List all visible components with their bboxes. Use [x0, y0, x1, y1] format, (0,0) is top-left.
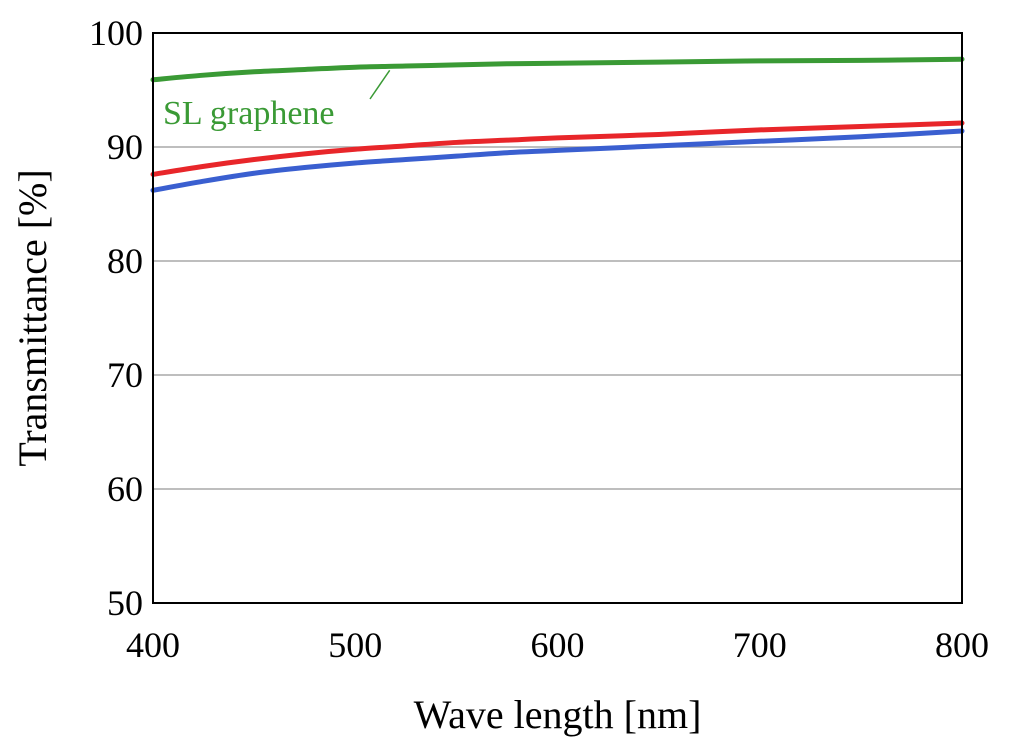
x-axis-title: Wave length [nm]	[414, 692, 702, 737]
x-tick-label-400: 400	[126, 625, 180, 665]
plot-area-frame	[152, 32, 963, 604]
annotation-leader-line	[369, 69, 391, 100]
annotations: SL graphene	[163, 69, 391, 132]
y-tick-label-90: 90	[107, 127, 143, 167]
series-line-sl-graphene	[150, 56, 965, 83]
y-axis-title: Transmittance [%]	[10, 169, 55, 466]
y-tick-label-50: 50	[107, 583, 143, 623]
gridlines	[153, 146, 962, 490]
y-tick-label-100: 100	[89, 13, 143, 53]
y-tick-label-80: 80	[107, 241, 143, 281]
y-tick-labels: 50 60 70 80 90 100	[89, 13, 143, 623]
y-tick-label-70: 70	[107, 355, 143, 395]
annotation-sl-graphene-label: SL graphene	[163, 95, 335, 132]
x-tick-label-500: 500	[328, 625, 382, 665]
series-line-red	[150, 120, 965, 177]
x-tick-label-600: 600	[531, 625, 585, 665]
series-lines	[150, 56, 965, 193]
y-tick-label-60: 60	[107, 469, 143, 509]
x-tick-labels: 400 500 600 700 800	[126, 625, 989, 665]
x-tick-label-800: 800	[935, 625, 989, 665]
series-line-blue	[150, 128, 965, 193]
x-tick-label-700: 700	[733, 625, 787, 665]
